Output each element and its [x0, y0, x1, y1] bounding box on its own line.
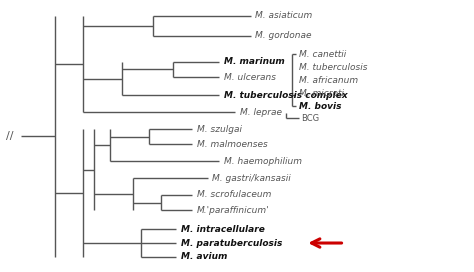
Text: M. leprae: M. leprae [240, 108, 282, 117]
Text: M. tuberculosis complex: M. tuberculosis complex [224, 91, 348, 100]
Text: M. haemophilium: M. haemophilium [224, 157, 302, 166]
Text: M. asiaticum: M. asiaticum [255, 11, 313, 20]
Text: M. marinum: M. marinum [224, 57, 285, 66]
Text: M. bovis: M. bovis [300, 102, 342, 111]
Text: M. gastri/kansasii: M. gastri/kansasii [212, 174, 291, 183]
Text: M. gordonae: M. gordonae [255, 31, 312, 40]
Text: M. scrofulaceum: M. scrofulaceum [197, 190, 271, 199]
Text: //: // [6, 131, 13, 141]
Text: M. tuberculosis: M. tuberculosis [300, 63, 368, 72]
Text: M. ulcerans: M. ulcerans [224, 73, 276, 82]
Text: M. canettii: M. canettii [300, 50, 347, 59]
Text: M. szulgai: M. szulgai [197, 125, 242, 134]
Text: BCG: BCG [301, 114, 319, 123]
Text: M. microti: M. microti [300, 89, 345, 98]
Text: M. paratuberculosis: M. paratuberculosis [181, 239, 283, 248]
Text: M. intracellulare: M. intracellulare [181, 225, 265, 234]
Text: M.'paraffinicum': M.'paraffinicum' [197, 206, 269, 215]
Text: M. africanum: M. africanum [300, 76, 359, 85]
Text: M. malmoenses: M. malmoenses [197, 140, 267, 149]
Text: M. avium: M. avium [181, 252, 228, 261]
